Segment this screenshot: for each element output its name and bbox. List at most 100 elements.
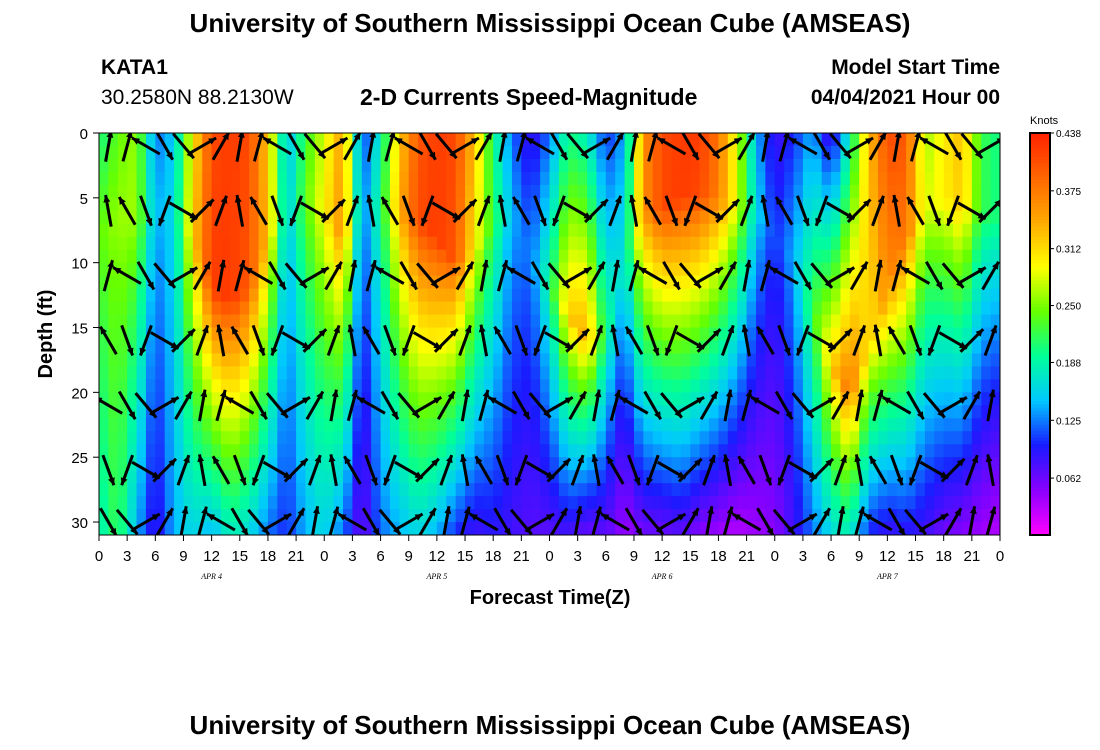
heat-cell xyxy=(277,496,288,510)
heat-cell xyxy=(962,496,973,510)
heat-cell xyxy=(755,431,766,445)
current-arrow xyxy=(120,324,135,357)
heat-cell xyxy=(117,366,128,380)
heat-cell xyxy=(793,444,804,458)
heat-cell xyxy=(812,327,823,342)
heat-cell xyxy=(418,288,429,303)
heat-cell xyxy=(493,470,504,484)
heat-cell xyxy=(568,288,579,303)
x-tick-label: 12 xyxy=(429,548,446,565)
heat-cell xyxy=(380,366,391,380)
heat-cell xyxy=(446,301,457,316)
current-arrow xyxy=(249,196,268,226)
current-arrow xyxy=(493,325,512,356)
heat-cell xyxy=(511,366,522,380)
arrow-head xyxy=(696,397,705,404)
arrow-head xyxy=(187,329,195,337)
heat-cell xyxy=(859,457,870,471)
heat-cell xyxy=(746,314,757,329)
heat-cell xyxy=(202,509,213,523)
heat-cell xyxy=(446,158,457,173)
current-arrow xyxy=(609,389,621,422)
heat-cell xyxy=(943,444,954,458)
heat-cell xyxy=(296,197,307,212)
heat-cell xyxy=(755,444,766,458)
heat-cell xyxy=(530,223,541,238)
heat-cell xyxy=(643,275,654,290)
heat-cell xyxy=(202,184,213,199)
heat-cell xyxy=(408,509,419,523)
current-arrow xyxy=(345,195,360,227)
colorbar-segment xyxy=(1030,397,1050,402)
heat-cell xyxy=(399,353,410,368)
heat-cell xyxy=(840,496,851,510)
heat-cell xyxy=(662,509,673,523)
heat-cell xyxy=(990,431,1000,445)
heat-cell xyxy=(549,353,560,368)
heat-cell xyxy=(286,197,297,212)
heat-cell xyxy=(343,275,354,290)
heat-cell xyxy=(746,431,757,445)
heat-cell xyxy=(746,509,757,523)
heat-cell xyxy=(99,133,109,147)
heat-cell xyxy=(145,418,156,432)
heat-cell xyxy=(155,327,166,342)
heat-cell xyxy=(690,379,701,393)
heat-cell xyxy=(633,418,644,432)
heat-cell xyxy=(202,236,213,251)
heat-cell xyxy=(361,457,372,471)
heat-cell xyxy=(971,249,982,264)
heat-cell xyxy=(521,223,532,238)
heat-cell xyxy=(709,275,720,290)
heat-cell xyxy=(324,158,335,173)
heat-cell xyxy=(145,145,156,160)
heat-cell xyxy=(596,392,607,406)
heat-cell xyxy=(305,457,316,471)
heat-cell xyxy=(418,431,429,445)
heat-cell xyxy=(192,431,203,445)
heat-cell xyxy=(249,444,260,458)
heat-cell xyxy=(831,418,842,432)
heat-cell xyxy=(164,249,175,264)
heat-cell xyxy=(493,171,504,186)
heat-cell xyxy=(943,275,954,290)
heat-cell xyxy=(221,340,231,355)
heat-cell xyxy=(558,262,569,277)
arrow-head xyxy=(151,514,160,521)
heat-cell xyxy=(221,223,231,238)
heat-cell xyxy=(399,340,410,355)
heat-cell xyxy=(164,483,175,497)
heat-cell xyxy=(99,366,109,380)
heat-cell xyxy=(389,509,400,523)
heat-cell xyxy=(709,353,720,368)
heat-cell xyxy=(990,133,1000,147)
heat-cell xyxy=(877,288,888,303)
current-arrow xyxy=(139,195,153,227)
current-arrow xyxy=(978,199,1000,224)
heat-cell xyxy=(680,275,691,290)
heat-cell xyxy=(239,509,250,523)
arrow-head xyxy=(638,267,647,275)
heat-cell xyxy=(605,314,616,329)
current-arrow xyxy=(361,507,381,535)
heat-cell xyxy=(718,418,729,432)
heat-cell xyxy=(849,133,860,147)
current-arrow xyxy=(493,507,512,535)
current-arrow xyxy=(234,259,246,292)
current-arrow xyxy=(591,454,601,487)
heat-cell xyxy=(558,379,569,393)
heat-cell xyxy=(211,418,222,432)
heat-cell xyxy=(455,379,466,393)
heat-cell xyxy=(493,353,504,368)
colorbar-segment xyxy=(1030,206,1050,211)
heat-cell xyxy=(981,327,992,342)
heat-cell xyxy=(296,496,307,510)
heat-cell xyxy=(183,275,194,290)
heat-cell xyxy=(267,366,278,380)
heat-cell xyxy=(953,236,964,251)
heat-cell xyxy=(502,457,513,471)
heat-cell xyxy=(465,301,476,316)
heat-cell xyxy=(662,405,673,419)
heat-cell xyxy=(465,470,476,484)
heat-cell xyxy=(699,522,710,535)
